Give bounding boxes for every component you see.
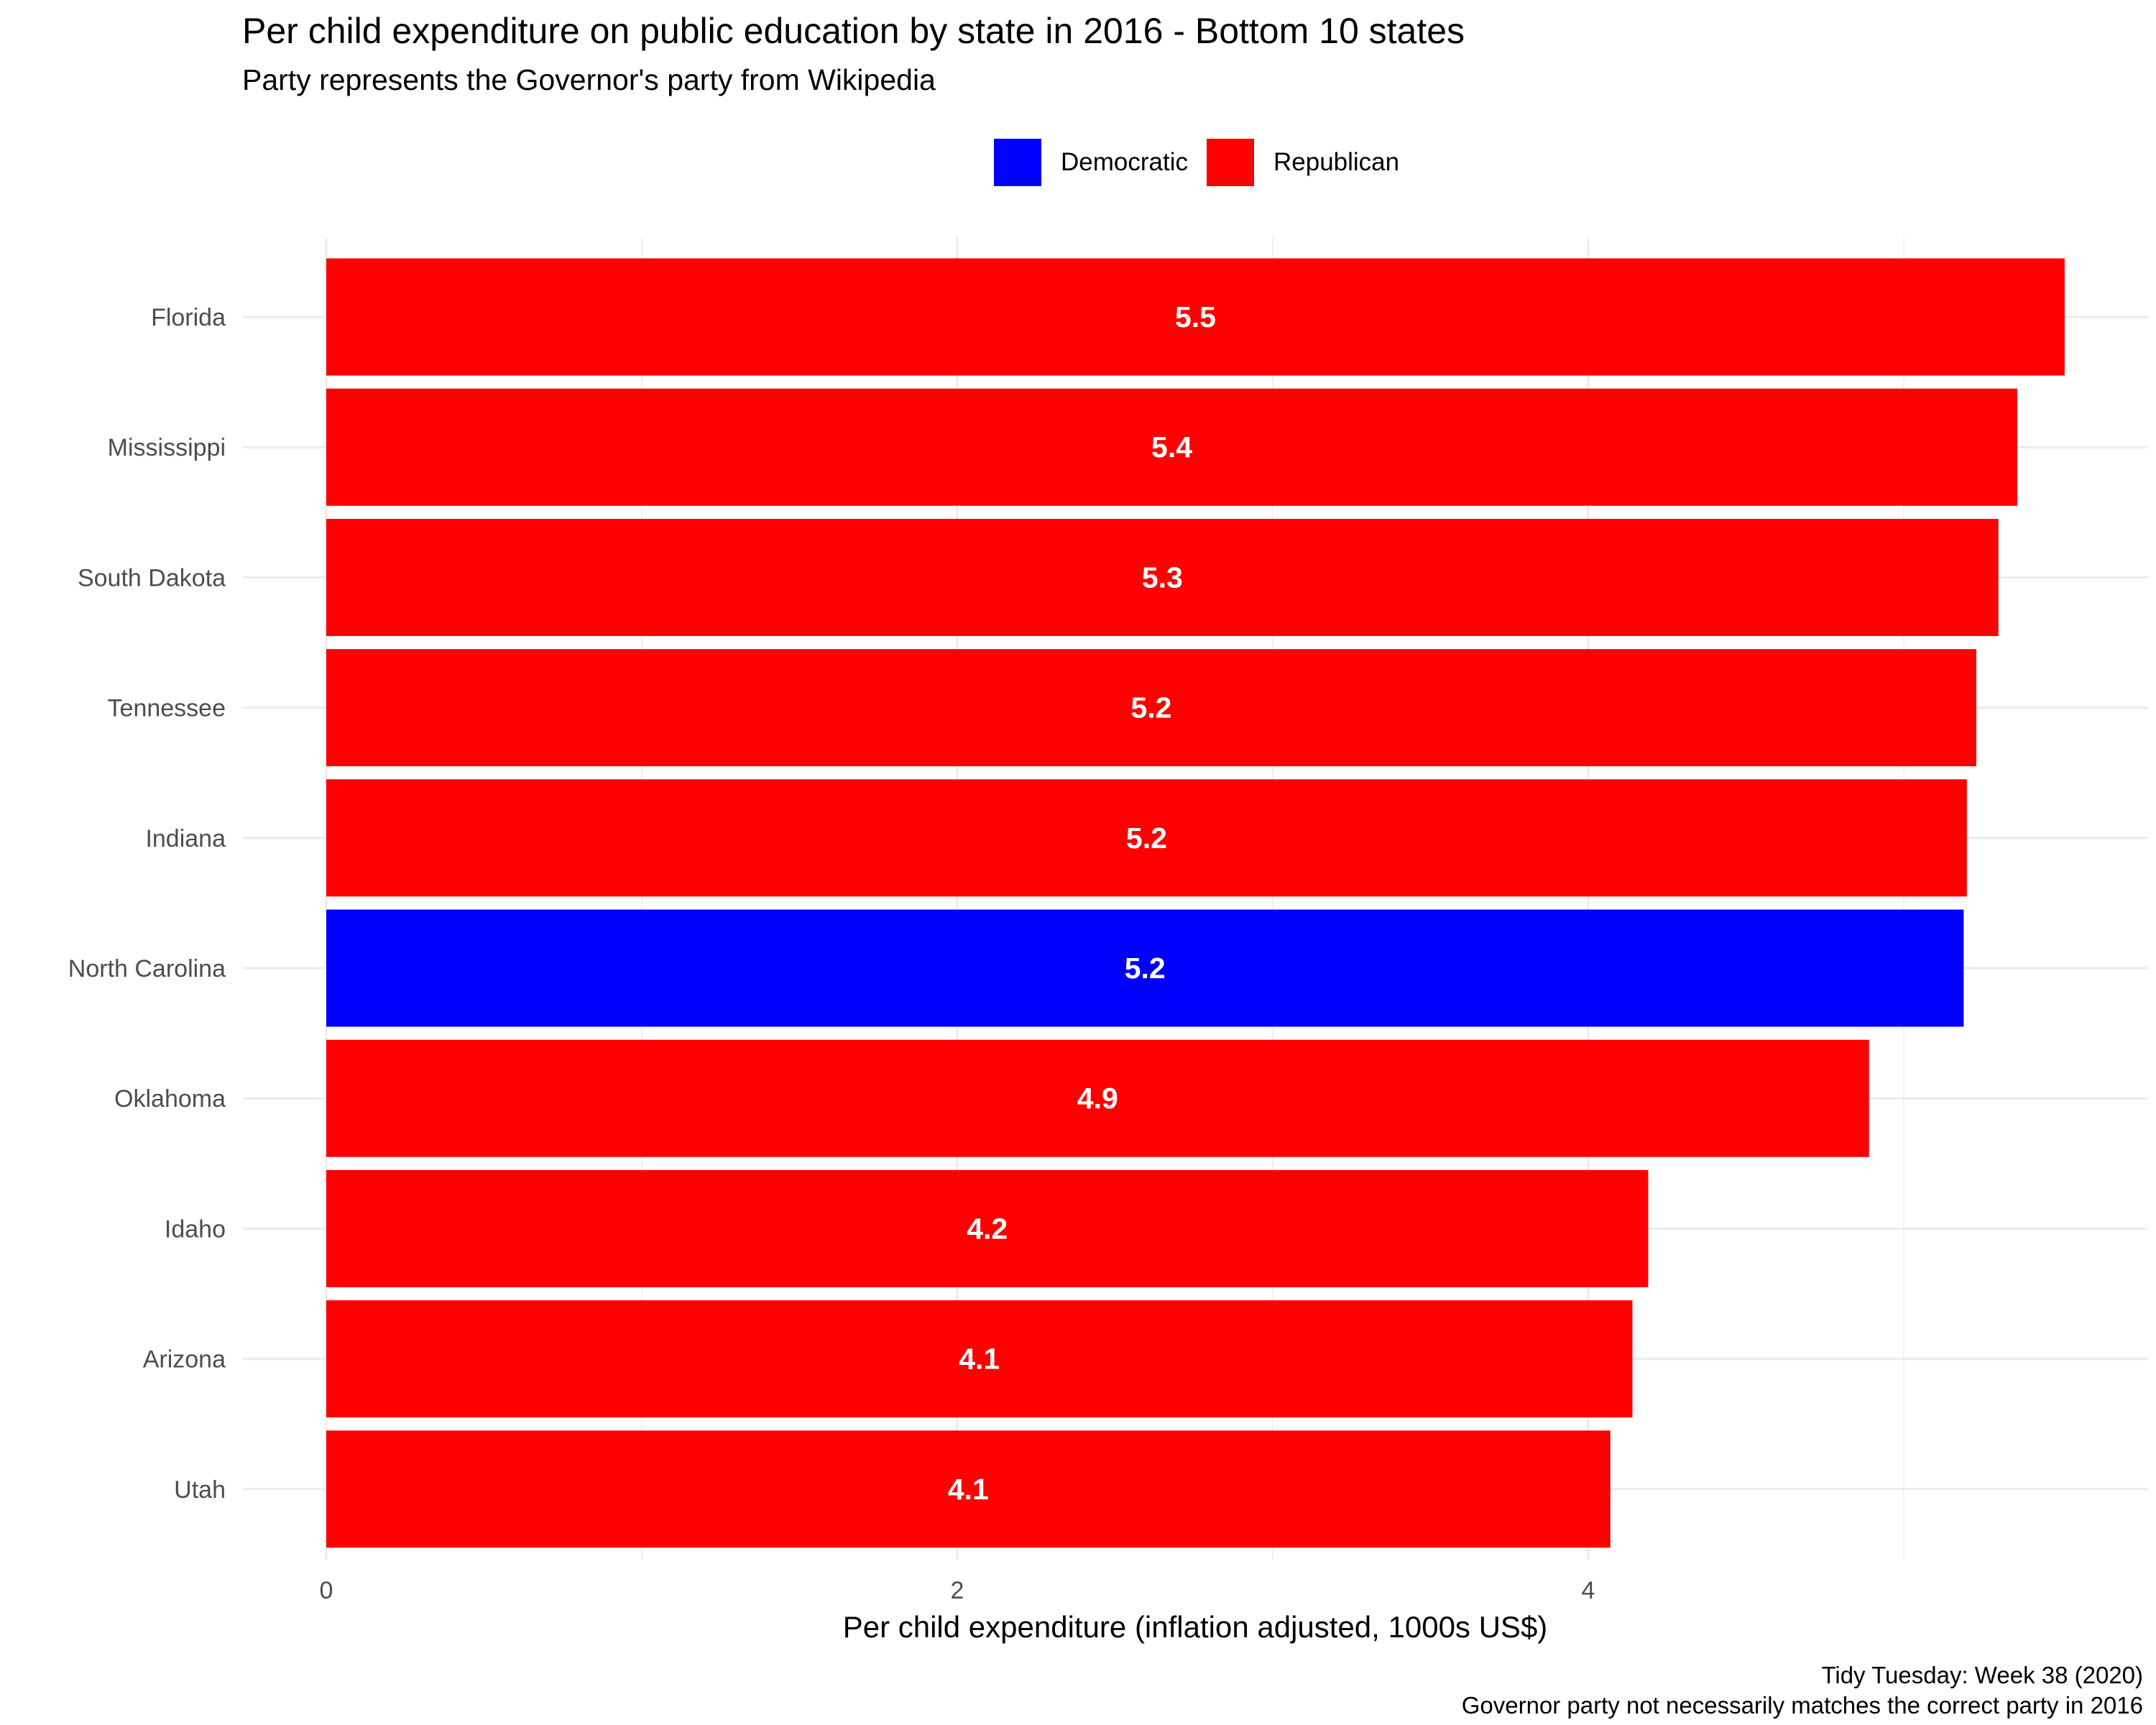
data-label: 4.2 [967,1212,1008,1245]
bar [326,388,2018,506]
y-tick-label: Arizona [143,1346,226,1374]
y-tick-label: Idaho [165,1215,226,1243]
data-label: 5.2 [1126,822,1167,855]
x-tick-label: 4 [1582,1577,1595,1604]
data-label: 5.3 [1142,561,1183,594]
x-tick-label: 0 [320,1577,333,1604]
bar [326,258,2065,376]
y-tick-label: Oklahoma [114,1085,226,1113]
caption: Tidy Tuesday: Week 38 (2020) Governor pa… [1462,1660,2143,1721]
y-tick-label: Indiana [145,825,226,852]
y-tick-label: Florida [151,304,226,331]
bar [326,518,1999,636]
data-label: 5.4 [1151,431,1192,464]
legend-label-democratic: Democratic [1061,148,1188,176]
legend-swatch-democratic [994,139,1041,186]
y-tick-label: Mississippi [108,434,226,461]
bar [326,779,1967,897]
data-label: 5.2 [1125,952,1166,985]
bar [326,649,1976,767]
legend-item-democratic: Democratic [994,139,1188,186]
y-tick-label: Utah [174,1476,226,1504]
y-tick-label: Tennessee [108,695,226,722]
legend-item-republican: Republican [1206,139,1400,186]
bar [326,1169,1649,1287]
chart-subtitle: Party represents the Governor's party fr… [242,63,936,96]
caption-line-1: Tidy Tuesday: Week 38 (2020) [1821,1662,2143,1688]
data-label: 4.1 [959,1343,1000,1376]
legend-label-republican: Republican [1273,148,1400,176]
x-axis-title: Per child expenditure (inflation adjuste… [843,1610,1548,1644]
bar [326,1039,1869,1157]
legend: Democratic Republican [994,138,1418,187]
y-tick-label: North Carolina [68,955,226,983]
bar [326,1430,1611,1548]
data-label: 4.9 [1077,1082,1118,1115]
data-label: 5.5 [1175,300,1216,334]
bar [326,909,1964,1027]
y-tick-label: South Dakota [78,564,226,592]
caption-line-2: Governor party not necessarily matches t… [1461,1692,2143,1719]
legend-swatch-republican [1206,139,1254,186]
data-label: 5.2 [1130,691,1171,724]
data-label: 4.1 [948,1473,989,1506]
bar [326,1300,1633,1418]
x-tick-label: 2 [951,1577,964,1604]
chart-title: Per child expenditure on public educatio… [242,11,1465,51]
